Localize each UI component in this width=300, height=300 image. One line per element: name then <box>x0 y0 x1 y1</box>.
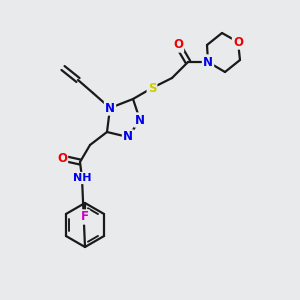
Text: F: F <box>81 211 89 224</box>
Text: S: S <box>148 82 156 94</box>
Text: O: O <box>233 35 243 49</box>
Text: NH: NH <box>73 173 91 183</box>
Text: N: N <box>123 130 133 143</box>
Text: N: N <box>105 101 115 115</box>
Text: N: N <box>135 113 145 127</box>
Text: O: O <box>173 38 183 52</box>
Text: O: O <box>57 152 67 164</box>
Text: N: N <box>203 56 213 68</box>
